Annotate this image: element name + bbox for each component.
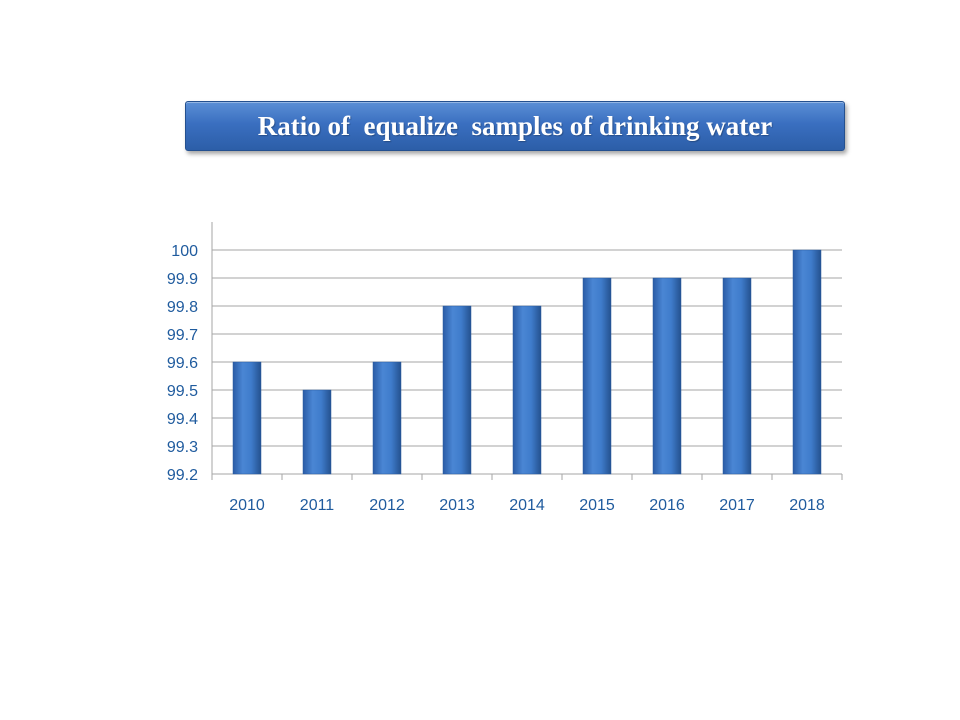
bar-2015 [582,277,612,475]
bars [232,249,822,475]
y-tick-label: 100 [171,243,198,260]
bar-2010 [232,361,262,475]
y-tick-label: 99.8 [167,299,198,316]
bar-2013 [442,305,472,475]
bar-2016 [652,277,682,475]
bar-2018 [792,249,822,475]
x-tick-label: 2013 [439,497,475,514]
y-tick-label: 99.9 [167,271,198,288]
x-tick-label: 2010 [229,497,265,514]
chart-title-banner: Ratio of equalize samples of drinking wa… [185,101,845,151]
y-tick-label: 99.5 [167,383,198,400]
y-tick-label: 99.6 [167,355,198,372]
x-tick-label: 2014 [509,497,545,514]
y-tick-label: 99.7 [167,327,198,344]
x-tick-label: 2017 [719,497,755,514]
x-tick-label: 2012 [369,497,405,514]
x-tick-label: 2015 [579,497,615,514]
x-tick-label: 2016 [649,497,685,514]
x-tick-label: 2018 [789,497,825,514]
bar-2017 [722,277,752,475]
x-tick-labels: 2010 2011 2012 2013 2014 2015 2016 2017 2018 [229,497,825,514]
bar-2014 [512,305,542,475]
bar-2012 [372,361,402,475]
y-tick-label: 99.4 [167,411,198,428]
y-tick-labels: 99.2 99.3 99.4 99.5 99.6 99.7 99.8 99.9 100 [167,243,198,484]
chart-title: Ratio of equalize samples of drinking wa… [257,110,773,141]
y-tick-label: 99.2 [167,467,198,484]
y-tick-label: 99.3 [167,439,198,456]
x-tick-label: 2011 [300,497,335,514]
bar-2011 [302,389,332,475]
